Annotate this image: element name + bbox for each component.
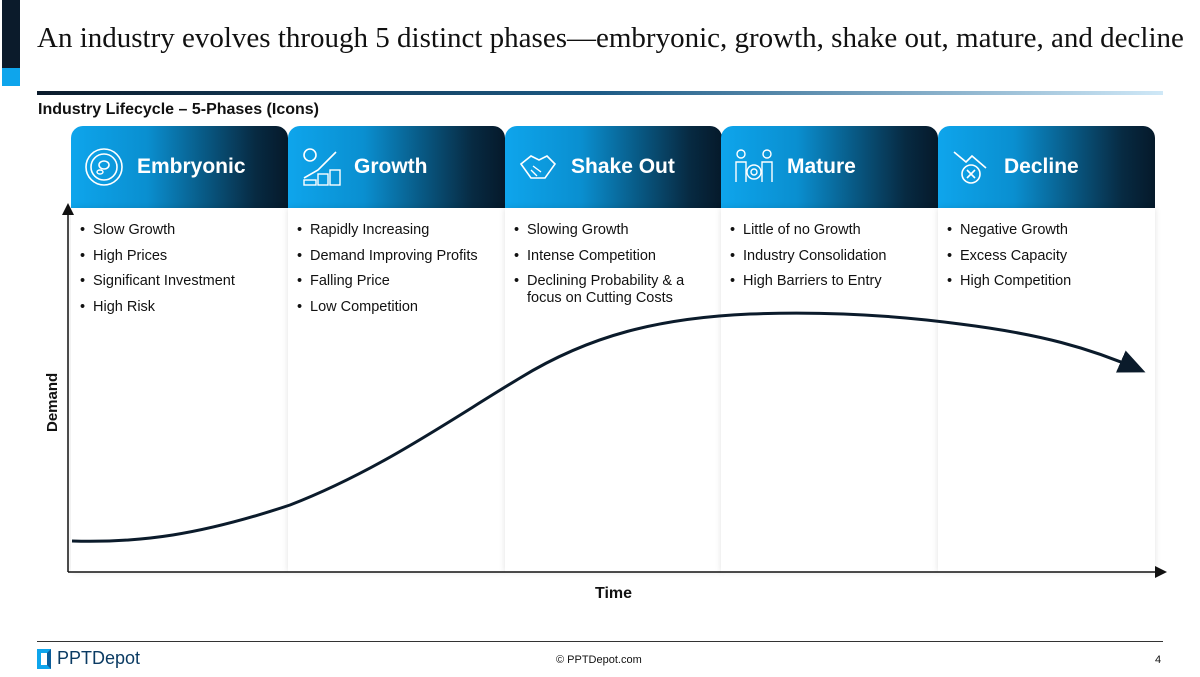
growth-coins-icon: [303, 148, 341, 186]
phase-bullet: Negative Growth: [946, 222, 1147, 239]
team-target-icon: [735, 149, 773, 182]
phase-header: Shake Out: [505, 126, 722, 208]
phase-bullet: Little of no Growth: [729, 222, 930, 239]
phase-body: Little of no Growth Industry Consolidatio…: [721, 208, 938, 572]
subtitle: Industry Lifecycle – 5-Phases (Icons): [38, 101, 319, 118]
accent-bar-dark: [2, 0, 20, 68]
phase-title: Shake Out: [571, 155, 675, 178]
title-divider: [37, 91, 1163, 95]
phase-body: Slow Growth High Prices Significant Invest…: [71, 208, 288, 572]
phase-decline: Decline Negative Growth Excess Capacity Hig…: [938, 126, 1155, 572]
phase-embryonic: Embryonic Slow Growth High Prices Significa…: [71, 126, 288, 572]
phase-bullet: Falling Price: [296, 273, 497, 290]
phase-bullet: Slow Growth: [79, 222, 280, 239]
phase-title: Growth: [354, 155, 428, 178]
phase-growth: Growth Rapidly Increasing Demand Improving…: [288, 126, 505, 572]
phase-bullet: Industry Consolidation: [729, 248, 930, 265]
phase-bullet: Demand Improving Profits: [296, 248, 497, 265]
phase-header: Decline: [938, 126, 1155, 208]
phase-bullet: High Risk: [79, 299, 280, 316]
accent-bar-blue: [2, 68, 20, 86]
phase-bullet: High Competition: [946, 273, 1147, 290]
phase-body: Rapidly Increasing Demand Improving Profi…: [288, 208, 505, 572]
logo-icon: [37, 648, 51, 669]
phase-bullet: Rapidly Increasing: [296, 222, 497, 239]
page-title: An industry evolves through 5 distinct p…: [37, 22, 1184, 54]
x-axis-label: Time: [595, 585, 633, 602]
phase-bullet: Excess Capacity: [946, 248, 1147, 265]
phase-bullet: Low Competition: [296, 299, 497, 316]
copyright: © PPTDepot.com: [556, 654, 642, 666]
phase-bullet: Slowing Growth: [513, 222, 714, 239]
phase-body: Slowing Growth Intense Competition Declini…: [505, 208, 722, 572]
handshake-icon: [519, 155, 557, 179]
page-number: 4: [1155, 654, 1162, 666]
phase-bullet: Declining Probability & a focus on Cutti…: [513, 273, 714, 307]
phase-header: Mature: [721, 126, 938, 208]
phase-title: Mature: [787, 155, 856, 178]
phase-bullet: High Prices: [79, 248, 280, 265]
phase-bullet: Significant Investment: [79, 273, 280, 290]
y-axis-label: Demand: [44, 372, 61, 432]
phase-mature: Mature Little of no Growth Industry Consol…: [721, 126, 938, 572]
footer-divider: [37, 641, 1163, 642]
phase-bullet: High Barriers to Entry: [729, 273, 930, 290]
phase-header: Embryonic: [71, 126, 288, 208]
petri-dish-icon: [85, 148, 123, 186]
phase-shake-out: Shake Out Slowing Growth Intense Competiti…: [505, 126, 722, 572]
phase-header: Growth: [288, 126, 505, 208]
phase-bullet: Intense Competition: [513, 248, 714, 265]
phase-title: Decline: [1004, 155, 1079, 178]
phase-body: Negative Growth Excess Capacity High Compe…: [938, 208, 1155, 572]
brand-logo: PPTDepot: [37, 648, 140, 669]
phase-title: Embryonic: [137, 155, 246, 178]
decline-icon: [953, 151, 987, 184]
